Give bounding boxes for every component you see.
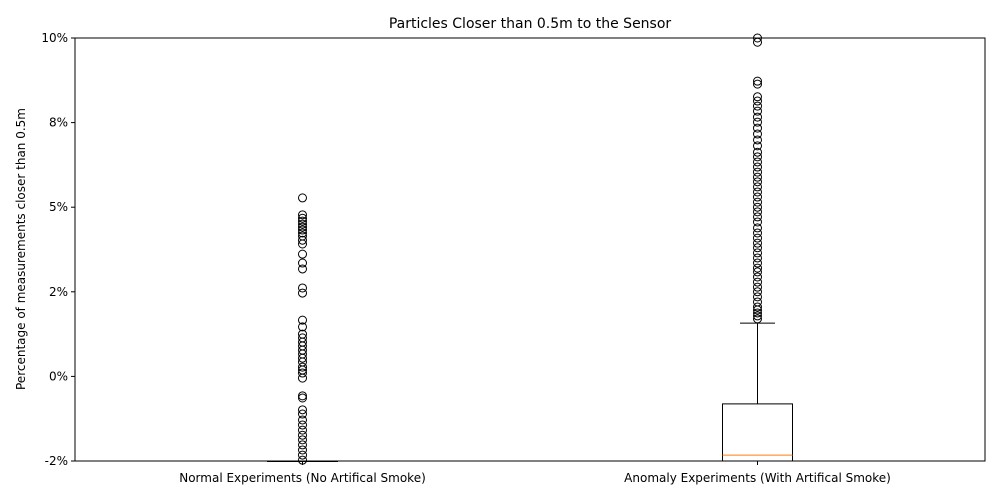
outlier-point	[298, 409, 307, 419]
outlier-point	[753, 202, 762, 212]
outlier-point	[753, 167, 762, 177]
outlier-point	[753, 263, 762, 273]
outlier-point	[298, 430, 307, 440]
outlier-point	[753, 292, 762, 302]
outlier-point	[753, 228, 762, 238]
outlier-point	[753, 287, 762, 297]
outlier-point	[298, 391, 307, 401]
outlier-point	[298, 222, 307, 232]
outlier-point	[753, 192, 762, 202]
outlier-point	[298, 249, 307, 259]
outlier-point	[753, 238, 762, 248]
outlier-point	[753, 277, 762, 287]
outlier-point	[753, 141, 762, 151]
outlier-point	[298, 450, 307, 460]
outlier-point	[753, 147, 762, 157]
outlier-point	[298, 353, 307, 363]
outlier-point	[298, 228, 307, 238]
y-tick-label: 0%	[49, 369, 68, 383]
outlier-point	[298, 435, 307, 445]
plot-frame	[74, 37, 986, 462]
outlier-point	[753, 177, 762, 187]
box	[722, 403, 793, 462]
outlier-point	[298, 322, 307, 332]
outlier-point	[753, 135, 762, 145]
outlier-point	[753, 272, 762, 282]
outlier-point	[753, 311, 762, 321]
outlier-point	[298, 193, 307, 203]
outlier-point	[753, 302, 762, 312]
outlier-point	[753, 79, 762, 89]
outlier-point	[298, 415, 307, 425]
outlier-point	[298, 239, 307, 249]
outlier-point	[298, 258, 307, 268]
outlier-point	[753, 92, 762, 102]
outlier-point	[753, 243, 762, 253]
outlier-point	[753, 76, 762, 86]
outlier-point	[298, 405, 307, 415]
x-tick-label: Normal Experiments (No Artifical Smoke)	[179, 471, 426, 485]
outlier-point	[298, 283, 307, 293]
outlier-point	[753, 117, 762, 127]
outlier-point	[298, 216, 307, 226]
outlier-point	[753, 187, 762, 197]
outlier-point	[298, 368, 307, 378]
outlier-point	[753, 282, 762, 292]
outlier-point	[753, 106, 762, 116]
outlier-point	[753, 314, 762, 324]
outlier-point	[753, 162, 762, 172]
box-group	[267, 193, 338, 465]
y-tick-label: -2%	[45, 454, 68, 468]
outlier-point	[753, 258, 762, 268]
outlier-point	[298, 264, 307, 274]
outlier-point	[753, 101, 762, 111]
outlier-point	[298, 315, 307, 325]
outlier-point	[753, 233, 762, 243]
y-tick-label: 5%	[49, 200, 68, 214]
outlier-point	[298, 425, 307, 435]
outlier-point	[753, 253, 762, 263]
y-tick-label: 8%	[49, 116, 68, 130]
outlier-point	[753, 112, 762, 122]
outlier-point	[753, 172, 762, 182]
outlier-point	[298, 362, 307, 372]
x-tick-label: Anomaly Experiments (With Artifical Smok…	[624, 471, 891, 485]
outlier-point	[298, 225, 307, 235]
outlier-point	[298, 445, 307, 455]
outlier-point	[298, 455, 307, 465]
outlier-point	[753, 212, 762, 222]
outlier-point	[298, 213, 307, 223]
outlier-point	[298, 420, 307, 430]
outlier-point	[753, 129, 762, 139]
outlier-point	[753, 305, 762, 315]
outlier-point	[753, 96, 762, 106]
outlier-point	[298, 288, 307, 298]
outlier-point	[753, 223, 762, 233]
y-axis-label: Percentage of measurements closer than 0…	[14, 108, 28, 390]
outlier-point	[298, 440, 307, 450]
outlier-point	[753, 217, 762, 227]
box-group	[722, 33, 793, 462]
outlier-point	[753, 182, 762, 192]
outlier-point	[753, 207, 762, 217]
y-tick-label: 10%	[41, 31, 68, 45]
outlier-point	[298, 393, 307, 403]
outlier-point	[298, 373, 307, 383]
outlier-point	[298, 235, 307, 245]
outlier-point	[298, 210, 307, 220]
y-tick-label: 2%	[49, 285, 68, 299]
outlier-point	[298, 219, 307, 229]
outlier-point	[753, 152, 762, 162]
outlier-point	[753, 157, 762, 167]
outlier-point	[753, 197, 762, 207]
outlier-point	[753, 248, 762, 258]
outlier-point	[753, 308, 762, 318]
chart-title: Particles Closer than 0.5m to the Sensor	[389, 16, 672, 32]
outlier-point	[753, 267, 762, 277]
outlier-point	[753, 123, 762, 133]
